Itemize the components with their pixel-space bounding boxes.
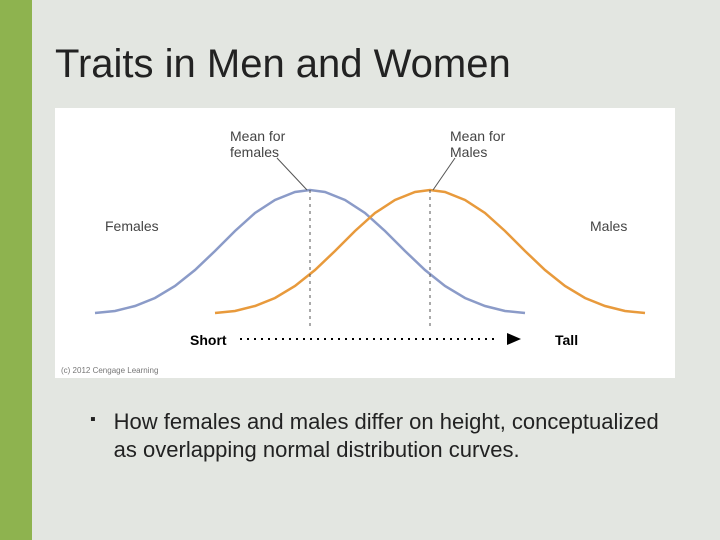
- male-mean-label: Mean for Males: [450, 128, 505, 160]
- bullet-icon: ▪: [90, 412, 96, 428]
- accent-bar: [0, 0, 32, 540]
- body-bullet-row: ▪ How females and males differ on height…: [90, 408, 670, 463]
- male-curve-label: Males: [590, 218, 627, 234]
- female-curve-label: Females: [105, 218, 159, 234]
- distribution-chart: Females Mean for females Males Mean for …: [55, 108, 675, 378]
- body-text: How females and males differ on height, …: [114, 408, 670, 463]
- axis-label-short: Short: [190, 332, 227, 348]
- chart-svg: [55, 108, 675, 378]
- copyright-text: (c) 2012 Cengage Learning: [61, 366, 158, 375]
- axis-label-tall: Tall: [555, 332, 578, 348]
- female-mean-label: Mean for females: [230, 128, 285, 160]
- page-title: Traits in Men and Women: [55, 42, 511, 87]
